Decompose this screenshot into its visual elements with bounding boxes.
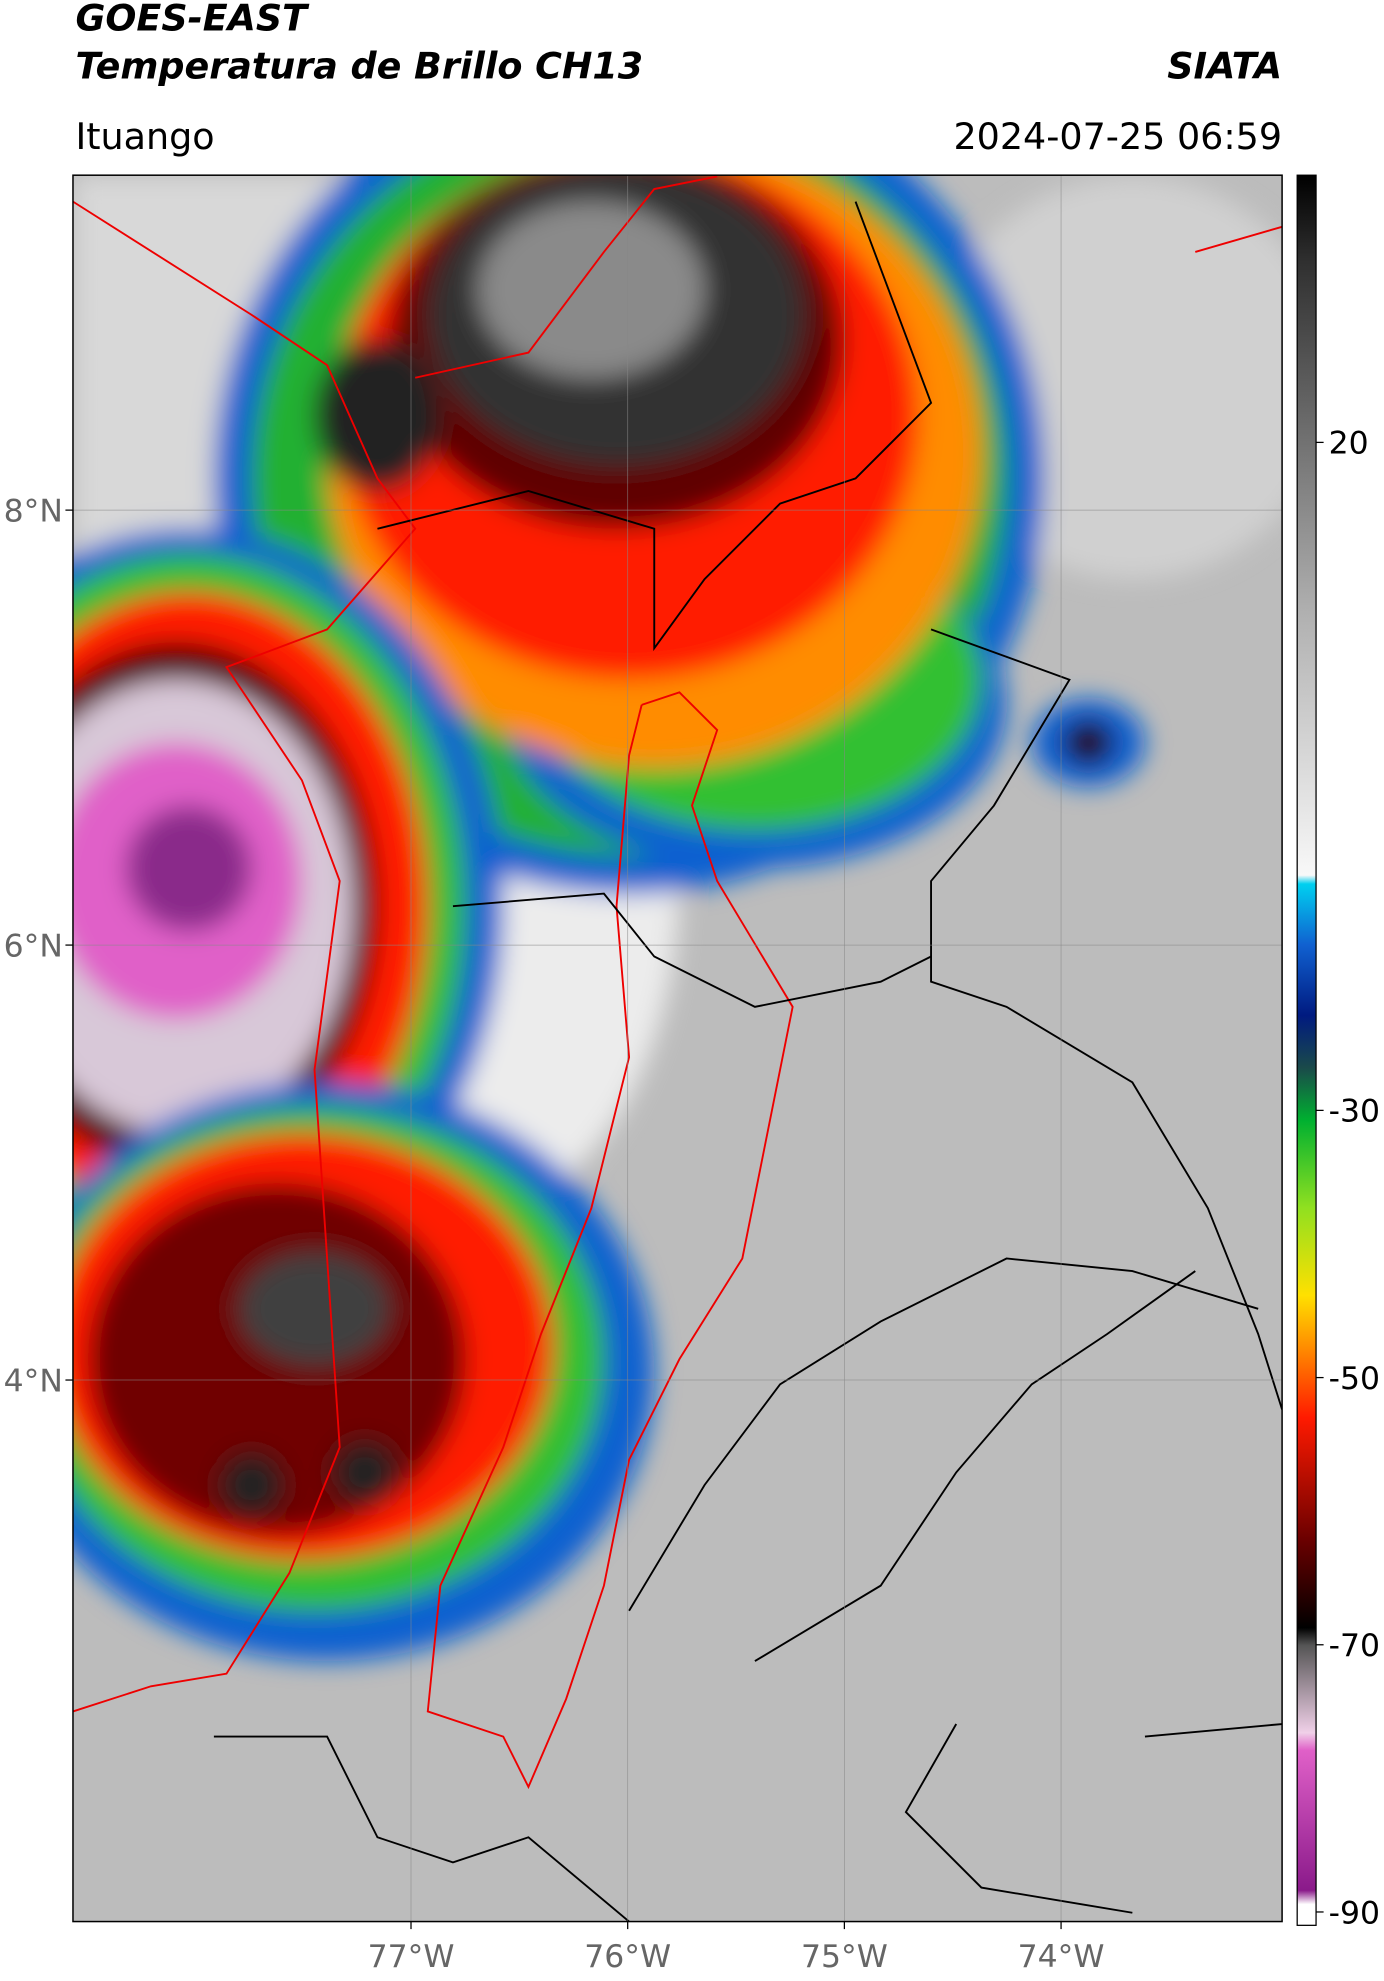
source: SIATA: [1167, 44, 1282, 87]
borders: [72, 175, 1283, 1922]
datetime: 2024-07-25 06:59: [953, 115, 1282, 158]
x-tick-label: 76°W: [584, 1939, 671, 1975]
colorbar-tick-label: -70: [1329, 1628, 1380, 1664]
title: GOES-EAST: [75, 0, 310, 40]
x-tick-label: 74°W: [1018, 1939, 1105, 1975]
location: Ituango: [75, 115, 214, 158]
y-tick-label: 4°N: [4, 1363, 63, 1399]
x-tick-label: 75°W: [801, 1939, 888, 1975]
satellite-image: [72, 175, 1283, 1922]
y-tick-label: 8°N: [4, 493, 63, 529]
grid: [72, 175, 1283, 1922]
map-frame: [72, 174, 1283, 1923]
y-tick-label: 6°N: [4, 928, 63, 964]
colorbar-tick-label: 20: [1329, 426, 1369, 462]
colorbar-tick-label: -50: [1329, 1361, 1380, 1397]
x-tick-label: 77°W: [368, 1939, 455, 1975]
ticks: 77°W 76°W 75°W 74°W 8°N 6°N 4°N 20 -30 -50 -70 -90: [4, 426, 1380, 1975]
subtitle: Temperatura de Brillo CH13: [75, 44, 643, 87]
colorbar-tick-label: -30: [1329, 1094, 1380, 1130]
colorbar-tick-label: -90: [1329, 1895, 1380, 1931]
colorbar: [1296, 174, 1317, 1926]
